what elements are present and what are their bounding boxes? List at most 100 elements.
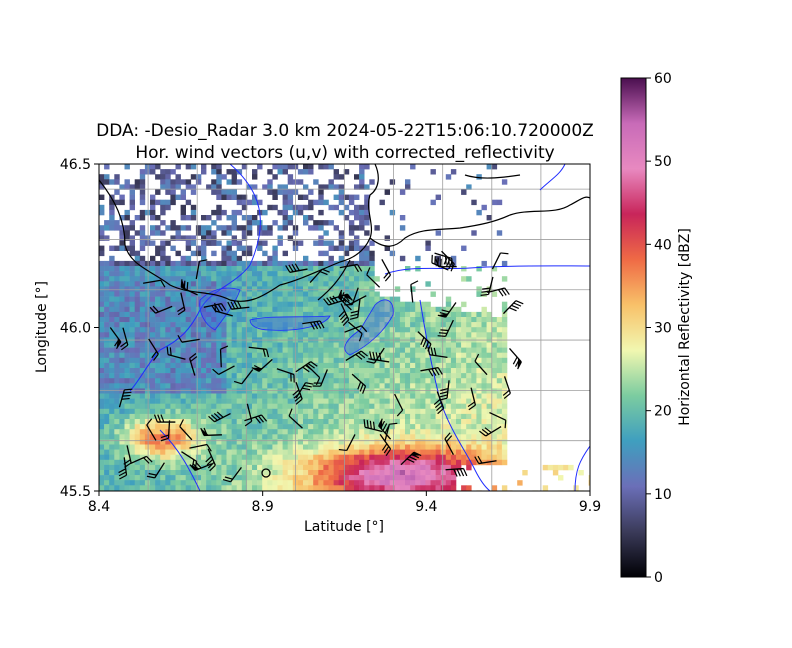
reflectivity-cell — [211, 480, 217, 486]
reflectivity-cell — [241, 485, 248, 491]
reflectivity-cell — [277, 485, 283, 491]
reflectivity-cell — [323, 352, 329, 359]
reflectivity-cell — [104, 419, 110, 425]
reflectivity-cell — [257, 475, 263, 481]
reflectivity-cell — [252, 480, 258, 486]
reflectivity-cell — [252, 332, 258, 338]
reflectivity-cell — [221, 383, 227, 389]
reflectivity-cell — [252, 327, 258, 333]
reflectivity-cell — [241, 317, 248, 323]
reflectivity-cell — [491, 291, 498, 297]
reflectivity-cell — [236, 480, 243, 486]
reflectivity-cell — [150, 413, 156, 420]
reflectivity-cell — [104, 327, 110, 333]
reflectivity-cell — [476, 378, 482, 384]
reflectivity-cell — [318, 266, 324, 272]
reflectivity-cell — [272, 475, 278, 481]
reflectivity-cell — [104, 485, 110, 491]
reflectivity-cell — [415, 373, 421, 379]
wind-barb — [208, 411, 231, 423]
reflectivity-cell — [461, 419, 467, 425]
reflectivity-cell — [328, 291, 334, 297]
reflectivity-cell — [195, 398, 202, 404]
reflectivity-cell — [165, 291, 171, 297]
reflectivity-cell — [170, 475, 176, 481]
reflectivity-cell — [369, 459, 375, 466]
reflectivity-cell — [394, 352, 401, 359]
reflectivity-cell — [379, 352, 385, 359]
reflectivity-cell — [231, 388, 237, 394]
reflectivity-cell — [496, 322, 503, 328]
reflectivity-cell — [272, 174, 278, 180]
reflectivity-cell — [180, 225, 186, 231]
reflectivity-cell — [333, 362, 339, 369]
reflectivity-cell — [226, 276, 232, 282]
reflectivity-cell — [435, 413, 441, 420]
reflectivity-cell — [109, 347, 115, 353]
reflectivity-cell — [328, 383, 334, 389]
reflectivity-cell — [287, 189, 294, 195]
reflectivity-cell — [318, 403, 324, 410]
reflectivity-cell — [165, 357, 171, 364]
reflectivity-cell — [303, 398, 309, 404]
reflectivity-cell — [246, 266, 253, 272]
reflectivity-cell — [450, 306, 457, 313]
reflectivity-cell — [379, 398, 385, 404]
reflectivity-cell — [328, 164, 334, 170]
reflectivity-cell — [241, 444, 248, 450]
reflectivity-cell — [471, 408, 477, 415]
reflectivity-cell — [277, 286, 283, 292]
reflectivity-cell — [476, 357, 482, 364]
reflectivity-cell — [267, 419, 273, 425]
reflectivity-cell — [129, 194, 135, 200]
reflectivity-cell — [206, 332, 212, 338]
reflectivity-cell — [114, 220, 120, 226]
reflectivity-cell — [282, 296, 288, 302]
reflectivity-cell — [481, 419, 487, 425]
reflectivity-cell — [461, 454, 467, 461]
reflectivity-cell — [282, 286, 288, 292]
reflectivity-cell — [486, 327, 492, 333]
reflectivity-cell — [354, 383, 360, 389]
reflectivity-cell — [415, 255, 421, 262]
reflectivity-cell — [364, 164, 370, 170]
reflectivity-cell — [394, 317, 401, 323]
reflectivity-cell — [297, 419, 304, 425]
reflectivity-cell — [303, 378, 309, 384]
reflectivity-cell — [445, 373, 452, 379]
reflectivity-cell — [175, 352, 181, 359]
reflectivity-cell — [491, 327, 498, 333]
reflectivity-cell — [134, 449, 141, 455]
reflectivity-cell — [114, 398, 120, 404]
reflectivity-cell — [328, 413, 334, 420]
reflectivity-cell — [374, 434, 380, 440]
reflectivity-cell — [389, 322, 396, 328]
reflectivity-cell — [338, 322, 345, 328]
reflectivity-cell — [405, 342, 411, 348]
reflectivity-cell — [231, 327, 237, 333]
reflectivity-cell — [216, 296, 222, 302]
reflectivity-cell — [221, 464, 227, 471]
reflectivity-cell — [262, 250, 268, 257]
reflectivity-cell — [303, 485, 309, 491]
reflectivity-cell — [226, 327, 232, 333]
reflectivity-cell — [348, 291, 355, 297]
reflectivity-cell — [231, 286, 237, 292]
reflectivity-cell — [308, 429, 314, 435]
reflectivity-cell — [348, 373, 355, 379]
reflectivity-cell — [216, 215, 222, 221]
reflectivity-cell — [241, 230, 248, 236]
reflectivity-cell — [109, 485, 115, 491]
border-line — [369, 196, 590, 247]
reflectivity-cell — [354, 419, 360, 425]
reflectivity-cell — [129, 424, 135, 430]
reflectivity-cell — [129, 352, 135, 359]
reflectivity-cell — [206, 215, 212, 221]
reflectivity-cell — [359, 327, 365, 333]
reflectivity-cell — [399, 485, 406, 491]
reflectivity-cell — [119, 306, 125, 313]
reflectivity-cell — [99, 454, 105, 461]
reflectivity-cell — [252, 464, 258, 471]
reflectivity-cell — [175, 444, 181, 450]
reflectivity-cell — [435, 383, 441, 389]
